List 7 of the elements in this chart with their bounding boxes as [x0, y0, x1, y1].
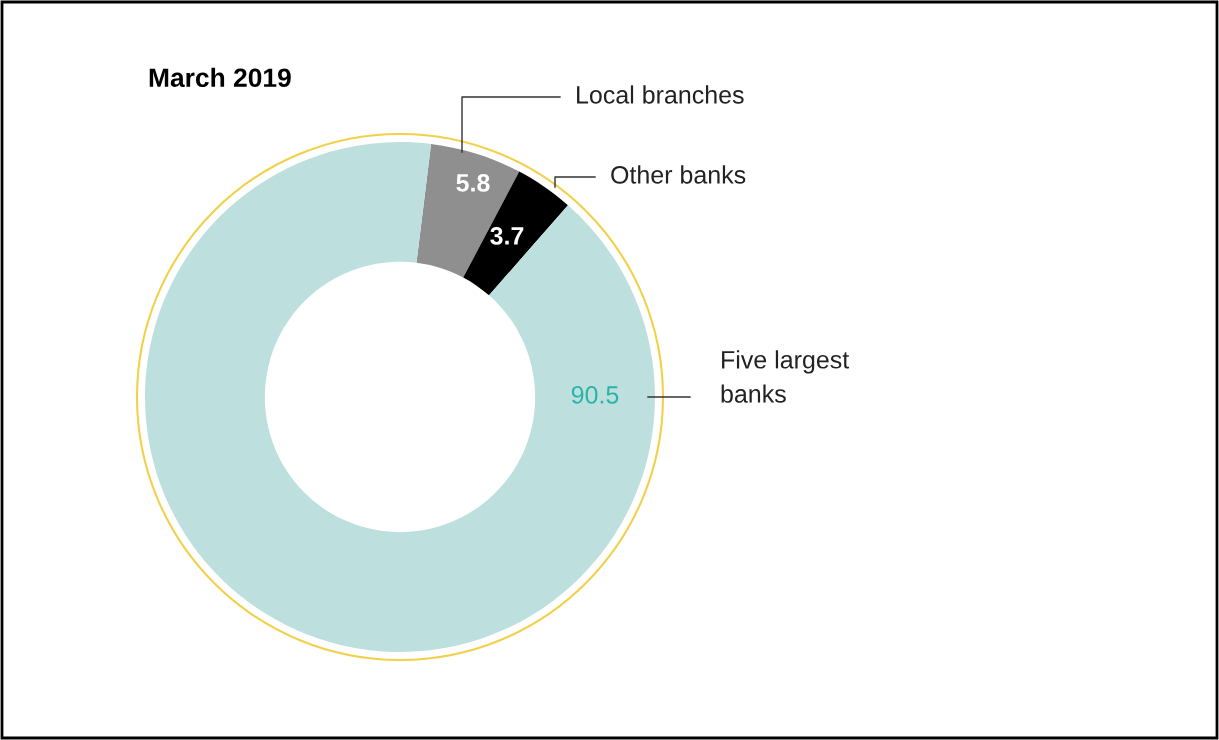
data-label: 5.8 [456, 174, 490, 192]
chart-title: March 2019 [149, 67, 291, 88]
data-label: 3.7 [490, 227, 524, 245]
slice-label: Local branches [577, 85, 744, 104]
slice-label: Five largest banks [721, 350, 850, 403]
data-label: 90.5 [571, 386, 619, 404]
slice-label: Other banks [611, 165, 746, 184]
